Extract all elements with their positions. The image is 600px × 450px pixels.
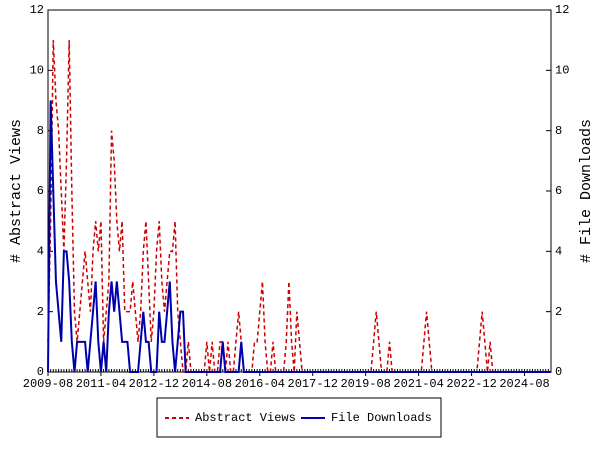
y-axis-label: # Abstract Views [8, 119, 25, 263]
y-tick-label: 10 [30, 64, 44, 78]
y-tick-label: 0 [37, 365, 44, 379]
legend-label: File Downloads [331, 411, 432, 425]
y-tick-label: 2 [37, 305, 44, 319]
x-tick-label: 2017-12 [288, 377, 338, 391]
x-tick-label: 2021-04 [393, 377, 443, 391]
y-tick-label: 12 [30, 3, 44, 17]
y2-tick-label: 4 [555, 245, 562, 259]
series-line [47, 100, 551, 373]
y-tick-label: 8 [37, 124, 44, 138]
y2-axis-label: # File Downloads [578, 119, 595, 263]
legend [156, 397, 442, 438]
y2-tick-label: 12 [555, 3, 569, 17]
y2-tick-label: 2 [555, 305, 562, 319]
legend-label: Abstract Views [195, 411, 296, 425]
x-tick-label: 2009-08 [23, 377, 73, 391]
y2-tick-label: 10 [555, 64, 569, 78]
x-tick-label: 2016-04 [235, 377, 285, 391]
x-tick-label: 2012-12 [129, 377, 179, 391]
y2-tick-label: 6 [555, 184, 562, 198]
x-tick-label: 2019-08 [340, 377, 390, 391]
series-line [47, 40, 551, 373]
x-tick-label: 2014-08 [182, 377, 232, 391]
y-tick-label: 4 [37, 245, 44, 259]
x-tick-label: 2024-08 [499, 377, 549, 391]
x-tick-label: 2011-04 [76, 377, 126, 391]
y-tick-label: 6 [37, 184, 44, 198]
y2-tick-label: 0 [555, 365, 562, 379]
y2-tick-label: 8 [555, 124, 562, 138]
plot-frame [47, 9, 552, 373]
x-tick-label: 2022-12 [446, 377, 496, 391]
